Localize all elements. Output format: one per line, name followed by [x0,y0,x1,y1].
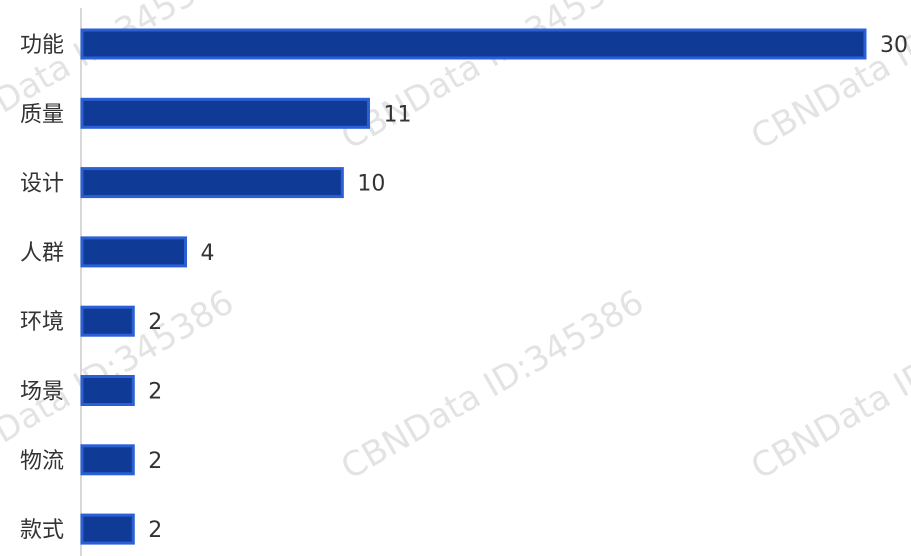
category-label-7: 物流 [20,449,64,474]
bar-4 [80,236,188,268]
watermark-text: CBNData ID:345386 [335,0,651,158]
bar-8 [80,513,135,545]
category-label-8: 款式 [20,518,64,543]
watermark-text: CBNData ID:345386 [745,0,911,158]
value-label-5: 2 [148,310,162,335]
bar-1 [80,28,867,60]
category-label-3: 设计 [20,172,64,197]
bar-3 [80,167,344,199]
value-label-7: 2 [148,449,162,474]
bar-5 [80,305,135,337]
watermark-text: CBNData ID:345386 [335,282,651,488]
category-label-1: 功能 [20,33,64,58]
bar-7 [80,444,135,476]
value-label-3: 10 [357,172,385,197]
category-label-6: 场景 [20,380,64,405]
value-label-2: 11 [383,102,411,127]
bar-6 [80,375,135,406]
bars-group [80,28,867,545]
value-label-1: 30 [880,33,908,58]
value-label-8: 2 [148,518,162,543]
value-labels: 30 11 10 4 2 2 2 2 [148,33,908,543]
category-label-4: 人群 [20,241,64,266]
bar-2 [80,97,370,129]
watermark-text: CBNData ID:345386 [0,0,241,158]
watermark-text: CBNData ID:345386 [745,282,911,488]
value-label-4: 4 [201,241,215,266]
category-label-2: 质量 [20,102,64,127]
value-label-6: 2 [148,380,162,405]
category-label-5: 环境 [20,310,64,335]
